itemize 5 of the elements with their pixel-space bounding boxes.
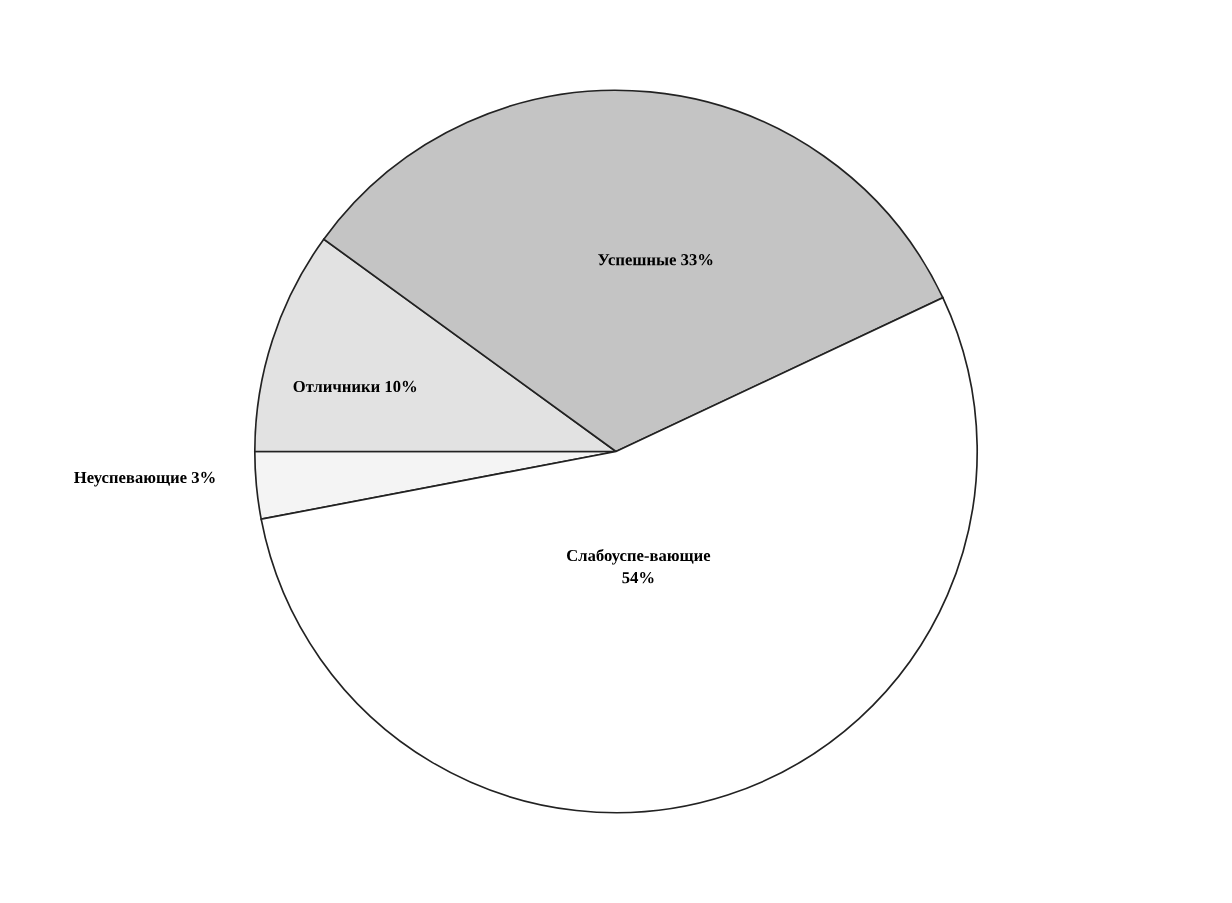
slice-label: Слабоуспе-вающие xyxy=(566,549,711,565)
slice-label: Отличники 10% xyxy=(293,380,417,393)
data-label: 54% xyxy=(622,571,654,584)
slice-label: Успешные 33% xyxy=(597,254,713,266)
slice-label: Неуспевающие 3% xyxy=(74,471,215,487)
